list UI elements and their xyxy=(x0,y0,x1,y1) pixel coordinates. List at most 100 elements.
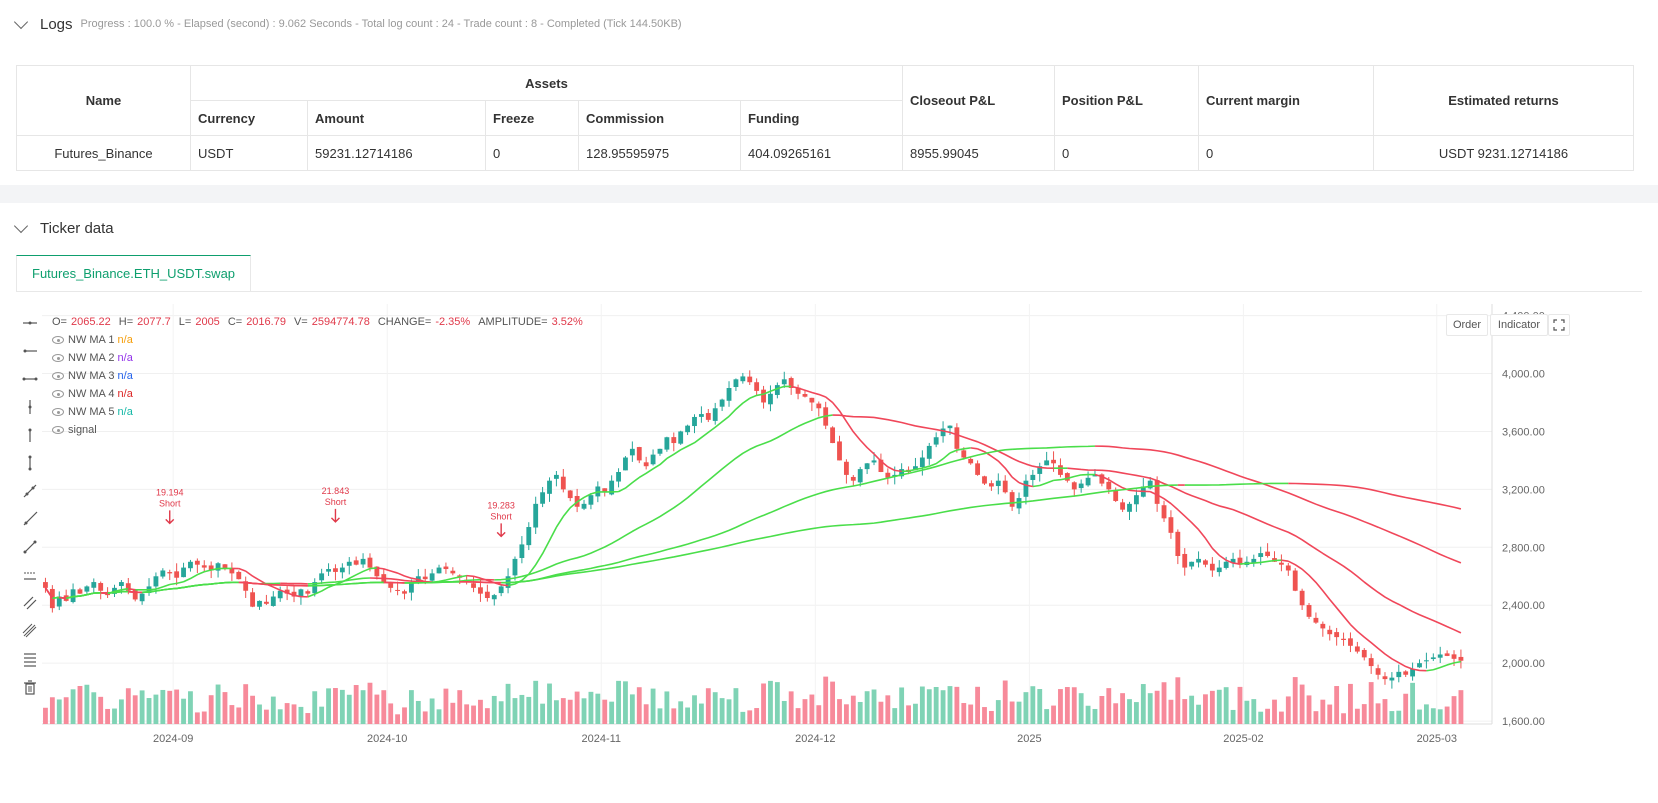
volume-bar xyxy=(837,699,842,724)
candle-body xyxy=(229,568,235,574)
indicator-button[interactable]: Indicator xyxy=(1490,314,1548,336)
order-button[interactable]: Order xyxy=(1446,314,1488,336)
volume-bar xyxy=(450,702,456,724)
candle-body xyxy=(913,466,918,471)
volume-bar xyxy=(705,688,711,724)
volume-bar xyxy=(429,698,435,724)
candle-body xyxy=(712,408,718,421)
candle-body xyxy=(1175,531,1181,556)
volume-bar xyxy=(795,708,801,724)
ray-line-icon[interactable] xyxy=(20,508,40,530)
volume-bar xyxy=(305,713,311,724)
ticker-header[interactable]: Ticker data xyxy=(0,208,122,248)
volume-bar xyxy=(726,699,732,724)
tab-eth-usdt-swap[interactable]: Futures_Binance.ETH_USDT.swap xyxy=(16,255,252,291)
volume-bar xyxy=(1417,709,1422,724)
volume-bar xyxy=(367,682,373,724)
candle-body xyxy=(471,583,476,588)
volume-bar xyxy=(788,691,794,724)
candle-body xyxy=(1037,466,1043,474)
legend-nw-ma-4[interactable]: NW MA 4 n/a xyxy=(52,385,591,403)
chevron-down-icon[interactable] xyxy=(13,14,29,30)
eye-icon[interactable] xyxy=(52,408,64,416)
volume-bar xyxy=(243,684,249,724)
horizontal-line-icon[interactable] xyxy=(20,312,40,334)
candle-body xyxy=(498,586,504,594)
candle-body xyxy=(388,583,394,588)
volume-bar xyxy=(1196,704,1201,724)
price-channel-icon[interactable] xyxy=(20,564,40,586)
segment-line-icon[interactable] xyxy=(20,536,40,558)
l-label: L= xyxy=(178,316,192,328)
candle-body xyxy=(830,427,836,444)
candle-body xyxy=(1120,502,1126,510)
candle-body xyxy=(1064,473,1070,481)
candle-body xyxy=(547,480,552,494)
volume-bar xyxy=(609,701,615,724)
candle-body xyxy=(1396,671,1402,678)
legend-nw-ma-5[interactable]: NW MA 5 n/a xyxy=(52,403,591,421)
signal-short-label: Short xyxy=(159,498,181,508)
volume-bar xyxy=(650,688,656,724)
candle-body xyxy=(353,560,359,565)
eye-icon[interactable] xyxy=(52,372,64,380)
legend-nw-ma-1[interactable]: NW MA 1 n/a xyxy=(52,331,591,349)
volume-bar xyxy=(1299,684,1305,724)
candle-body xyxy=(98,583,104,591)
fibonacci-icon[interactable] xyxy=(20,620,40,642)
horizontal-ray-icon[interactable] xyxy=(20,340,40,362)
trash-icon[interactable] xyxy=(20,676,40,698)
legend-nw-ma-2[interactable]: NW MA 2 n/a xyxy=(52,349,591,367)
volume-bar xyxy=(91,692,97,724)
legend-nw-ma-3[interactable]: NW MA 3 n/a xyxy=(52,367,591,385)
vertical-line-icon[interactable] xyxy=(20,396,40,418)
candlestick-chart[interactable]: 4,400.004,000.003,600.003,200.002,800.00… xyxy=(16,304,1642,792)
candle-body xyxy=(1099,474,1105,484)
eye-icon[interactable] xyxy=(52,336,64,344)
volume-bar xyxy=(878,701,884,724)
x-tick-label: 2024-11 xyxy=(582,733,622,745)
fullscreen-icon[interactable] xyxy=(1548,314,1570,336)
volume-bar xyxy=(160,689,166,724)
vertical-segment-icon[interactable] xyxy=(20,452,40,474)
candle-body xyxy=(298,589,304,598)
candle-body xyxy=(326,569,331,572)
candle-body xyxy=(947,425,953,429)
volume-bar xyxy=(360,690,366,724)
parallel-channel-icon[interactable] xyxy=(20,592,40,614)
candle-body xyxy=(263,601,269,604)
volume-bar xyxy=(339,689,345,724)
horizontal-segment-icon[interactable] xyxy=(20,368,40,390)
volume-bar xyxy=(291,704,297,724)
candle-body xyxy=(1368,658,1374,667)
volume-bar xyxy=(1285,696,1291,724)
candle-body xyxy=(422,576,428,580)
logs-header[interactable]: Logs Progress : 100.0 % - Elapsed (secon… xyxy=(0,4,682,44)
candle-body xyxy=(1389,677,1395,681)
short-arrow-icon xyxy=(165,510,175,525)
y-tick-label: 1,600.00 xyxy=(1502,716,1545,728)
candle-body xyxy=(1444,653,1450,656)
eye-icon[interactable] xyxy=(52,426,64,434)
volume-bar xyxy=(623,681,628,724)
volume-bar xyxy=(1023,692,1029,724)
vertical-ray-icon[interactable] xyxy=(20,424,40,446)
volume-bar xyxy=(1368,682,1374,724)
horizontal-lines-icon[interactable] xyxy=(20,648,40,670)
candle-body xyxy=(1334,632,1340,638)
eye-icon[interactable] xyxy=(52,354,64,362)
volume-bar xyxy=(885,695,891,724)
volume-bar xyxy=(1161,682,1167,724)
signal-short-label: Short xyxy=(325,497,347,507)
chevron-down-icon[interactable] xyxy=(13,218,29,234)
volume-bar xyxy=(850,695,856,724)
volume-bar xyxy=(1216,689,1222,724)
col-amount: Amount xyxy=(307,100,486,136)
eye-icon[interactable] xyxy=(52,390,64,398)
ticker-title: Ticker data xyxy=(40,219,114,237)
trend-line-icon[interactable] xyxy=(20,480,40,502)
volume-bar xyxy=(1451,696,1457,724)
series-value: n/a xyxy=(117,388,133,400)
series-value: n/a xyxy=(117,370,133,382)
legend-signal[interactable]: signal xyxy=(52,421,591,439)
